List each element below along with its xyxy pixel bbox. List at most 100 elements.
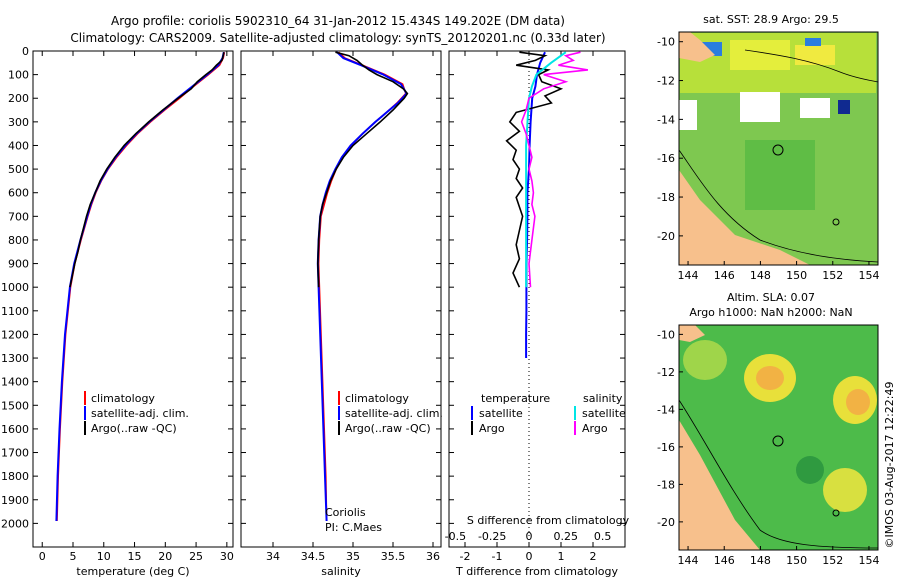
legend-label-s-satellite: satellite — [582, 407, 626, 420]
map-x-tick-label: 152 — [822, 269, 843, 282]
x-tick-label: 35.5 — [381, 550, 406, 563]
s-difference-tick-label: 0.25 — [554, 530, 579, 543]
map-x-tick-label: 150 — [786, 269, 807, 282]
difference-plot-frame — [448, 50, 626, 548]
y-tick-label: 200 — [8, 92, 29, 105]
x-tick-label: 2 — [590, 550, 597, 563]
map-y-tick-label: -12 — [657, 75, 675, 88]
x-axis-label: T difference from climatology — [455, 565, 618, 578]
legend-header-temperature: temperature — [481, 392, 550, 405]
map-x-tick-label: 144 — [678, 269, 699, 282]
map-y-tick-label: -16 — [657, 441, 675, 454]
x-tick-label: 20 — [158, 550, 172, 563]
x-tick-label: 0 — [39, 550, 46, 563]
series-satellite-adj-clim- — [55, 51, 225, 522]
sla-map-title-line-1: Altim. SLA: 0.07 — [727, 291, 815, 304]
series-argo-raw-qc- — [316, 51, 409, 288]
difference-legend: temperature salinity satellite Argo sate… — [467, 392, 630, 527]
map-y-tick-label: -14 — [657, 403, 675, 416]
series-t-satellite — [525, 51, 546, 358]
series-climatology — [317, 51, 407, 522]
series-layer — [55, 51, 589, 522]
x-tick-label: 5 — [70, 550, 77, 563]
series-satellite-adj-clim- — [316, 51, 408, 522]
sla-land — [679, 325, 705, 342]
series-t-argo — [505, 51, 564, 288]
legend-label-argo: Argo(..raw -QC) — [91, 422, 177, 435]
sst-patch — [795, 45, 835, 65]
map-y-tick-label: -18 — [657, 191, 675, 204]
sst-map-frame — [678, 31, 879, 266]
map-x-tick-label: 146 — [714, 269, 735, 282]
legend-label-argo: Argo(..raw -QC) — [345, 422, 431, 435]
x-tick-label: 36 — [426, 550, 440, 563]
map-x-tick-label: 150 — [786, 554, 807, 567]
salinity-plot-frame — [240, 50, 442, 548]
sst-land — [679, 170, 810, 265]
map-x-tick-label: 146 — [714, 554, 735, 567]
sst-map — [678, 31, 879, 266]
map-x-tick-label: 144 — [678, 554, 699, 567]
x-tick-label: 30 — [220, 550, 234, 563]
y-tick-label: 1600 — [1, 423, 29, 436]
sla-anomaly — [756, 366, 784, 390]
sla-anomaly — [683, 340, 727, 380]
sla-anomaly — [846, 389, 870, 415]
map-x-tick-label: 154 — [858, 269, 879, 282]
y-tick-label: 100 — [8, 69, 29, 82]
legend-label-satellite: satellite-adj. clim. — [345, 407, 443, 420]
y-tick-label: 300 — [8, 116, 29, 129]
x-axis-label: temperature (deg C) — [76, 565, 189, 578]
map-y-tick-label: -12 — [657, 366, 675, 379]
sla-land — [679, 420, 760, 550]
x-axis-label: salinity — [321, 565, 361, 578]
legend-label-t-satellite: satellite — [479, 407, 523, 420]
sst-coastline — [744, 49, 879, 83]
legend-label-climatology: climatology — [345, 392, 409, 405]
legend-label-s-argo: Argo — [582, 422, 608, 435]
sla-argo-marker — [772, 435, 784, 447]
temperature-plot-frame — [32, 50, 234, 548]
s-difference-label: S difference from climatology — [467, 514, 630, 527]
sla-map-title-line-2: Argo h1000: NaN h2000: NaN — [689, 306, 852, 319]
sst-argo-marker — [832, 218, 840, 226]
legend-label-climatology: climatology — [91, 392, 155, 405]
x-tick-label: 34.5 — [301, 550, 326, 563]
sst-map-title: sat. SST: 28.9 Argo: 29.5 — [703, 13, 839, 26]
s-difference-tick-label: -0.5 — [445, 530, 466, 543]
s-difference-tick-label: -0.25 — [478, 530, 506, 543]
x-tick-label: -2 — [460, 550, 471, 563]
map-y-tick-label: -14 — [657, 113, 675, 126]
sla-map — [678, 324, 879, 551]
series-climatology — [56, 52, 226, 522]
imos-credit: ©IMOS 03-Aug-2017 12:22:49 — [883, 382, 896, 549]
x-tick-label: 34 — [266, 550, 280, 563]
y-tick-label: 1400 — [1, 376, 29, 389]
map-y-tick-label: -18 — [657, 478, 675, 491]
sla-anomaly — [823, 468, 867, 512]
sst-patch — [805, 38, 821, 46]
y-tick-label: 500 — [8, 163, 29, 176]
sst-land — [679, 32, 715, 62]
map-y-tick-label: -20 — [657, 516, 675, 529]
y-tick-label: 1500 — [1, 399, 29, 412]
salinity-legend: climatology satellite-adj. clim. Argo(..… — [325, 391, 443, 534]
x-tick-label: 35 — [346, 550, 360, 563]
sla-argo-marker — [832, 509, 840, 517]
sst-patch — [838, 100, 850, 114]
x-tick-label: 10 — [97, 550, 111, 563]
sst-missing-data — [679, 100, 697, 130]
x-tick-label: 0 — [526, 550, 533, 563]
sst-patch — [730, 40, 790, 70]
y-tick-label: 1800 — [1, 470, 29, 483]
series-s-argo — [520, 51, 589, 288]
s-difference-tick-label: 0 — [526, 530, 533, 543]
y-tick-label: 1000 — [1, 281, 29, 294]
map-y-tick-label: -20 — [657, 230, 675, 243]
y-tick-label: 1100 — [1, 305, 29, 318]
temperature-legend: climatology satellite-adj. clim. Argo(..… — [84, 391, 189, 435]
series-s-satellite — [525, 51, 567, 288]
y-tick-label: 900 — [8, 258, 29, 271]
